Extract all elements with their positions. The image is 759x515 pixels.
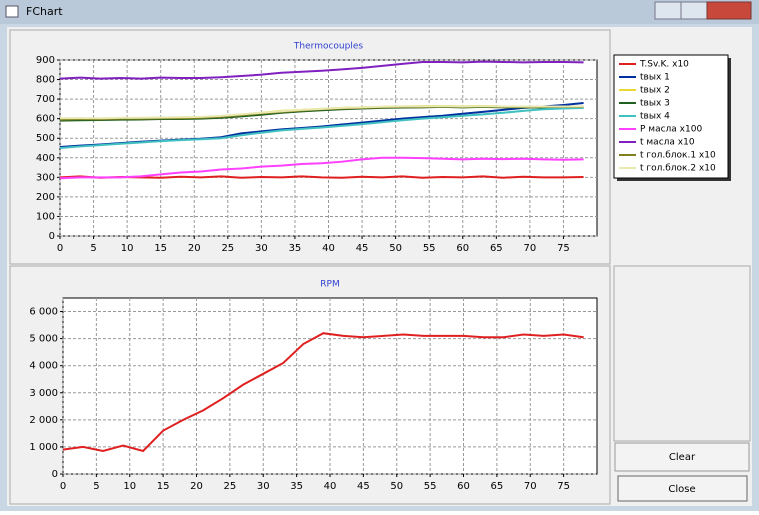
x-tick-label: 55: [424, 481, 437, 492]
x-tick-label: 10: [123, 481, 136, 492]
x-tick-label: 30: [255, 243, 268, 254]
legend-label: tвых 2: [640, 86, 670, 96]
x-tick-label: 40: [324, 481, 337, 492]
y-tick-label: 4 000: [29, 361, 58, 372]
clear-button[interactable]: [614, 442, 750, 472]
legend-label: t гол.блок.2 x10: [640, 164, 716, 174]
legend-label: tвых 1: [640, 73, 670, 83]
y-tick-label: 500: [36, 133, 55, 144]
y-tick-label: 0: [52, 469, 58, 480]
legend-label: tвых 4: [640, 112, 670, 122]
x-tick-label: 0: [60, 481, 66, 492]
y-tick-label: 200: [36, 192, 55, 203]
y-tick-label: 600: [36, 114, 55, 125]
x-tick-label: 50: [389, 243, 402, 254]
chart-title: RPM: [320, 280, 339, 290]
x-tick-label: 65: [490, 243, 503, 254]
x-tick-label: 70: [524, 243, 537, 254]
chart-title: Thermocouples: [293, 42, 363, 52]
x-tick-label: 15: [154, 243, 167, 254]
x-tick-label: 25: [221, 243, 234, 254]
x-tick-label: 25: [224, 481, 237, 492]
close-window-button[interactable]: [706, 1, 752, 20]
legend-label: P масла x100: [640, 125, 702, 135]
x-tick-label: 60: [456, 243, 469, 254]
window-title: FChart: [26, 5, 63, 18]
close-button[interactable]: [617, 475, 748, 502]
legend-label: T.Sv.K. x10: [639, 60, 689, 70]
x-tick-label: 50: [390, 481, 403, 492]
x-tick-label: 5: [93, 481, 99, 492]
data-line: [59, 156, 584, 180]
side-panel: [613, 265, 751, 442]
y-tick-label: 700: [36, 94, 55, 105]
x-tick-label: 45: [356, 243, 369, 254]
x-tick-label: 35: [290, 481, 303, 492]
data-line: [62, 332, 584, 453]
clear-button-label: Clear: [669, 452, 696, 463]
app-icon: [5, 5, 19, 18]
x-tick-label: 35: [289, 243, 302, 254]
x-tick-label: 20: [190, 481, 203, 492]
y-tick-label: 6 000: [29, 307, 58, 318]
legend-label: tвых 3: [640, 99, 670, 109]
x-tick-label: 15: [157, 481, 170, 492]
legend: [613, 54, 729, 179]
y-tick-label: 3 000: [29, 388, 58, 399]
y-tick-label: 100: [36, 211, 55, 222]
x-tick-label: 75: [557, 481, 570, 492]
close-button-label: Close: [668, 484, 695, 495]
x-tick-label: 20: [188, 243, 201, 254]
x-tick-label: 10: [121, 243, 134, 254]
y-tick-label: 0: [49, 231, 55, 242]
y-tick-label: 2 000: [29, 415, 58, 426]
y-tick-label: 900: [36, 55, 55, 66]
x-tick-label: 5: [90, 243, 96, 254]
minimize-button[interactable]: [654, 1, 682, 20]
data-line: [59, 105, 584, 120]
x-tick-label: 75: [557, 243, 570, 254]
x-tick-label: 60: [457, 481, 470, 492]
data-line: [59, 175, 584, 179]
maximize-button[interactable]: [680, 1, 708, 20]
x-tick-label: 30: [257, 481, 270, 492]
data-line: [59, 60, 584, 80]
title-bar: [0, 0, 759, 24]
y-tick-label: 800: [36, 75, 55, 86]
y-tick-label: 400: [36, 153, 55, 164]
x-tick-label: 0: [57, 243, 63, 254]
legend-label: t гол.блок.1 x10: [640, 151, 716, 161]
data-line: [59, 106, 584, 149]
x-tick-label: 65: [491, 481, 504, 492]
x-tick-label: 70: [524, 481, 537, 492]
legend-label: t масла x10: [640, 138, 695, 148]
y-tick-label: 5 000: [29, 334, 58, 345]
x-tick-label: 45: [357, 481, 370, 492]
x-tick-label: 55: [423, 243, 436, 254]
x-tick-label: 40: [322, 243, 335, 254]
y-tick-label: 1 000: [29, 442, 58, 453]
y-tick-label: 300: [36, 172, 55, 183]
